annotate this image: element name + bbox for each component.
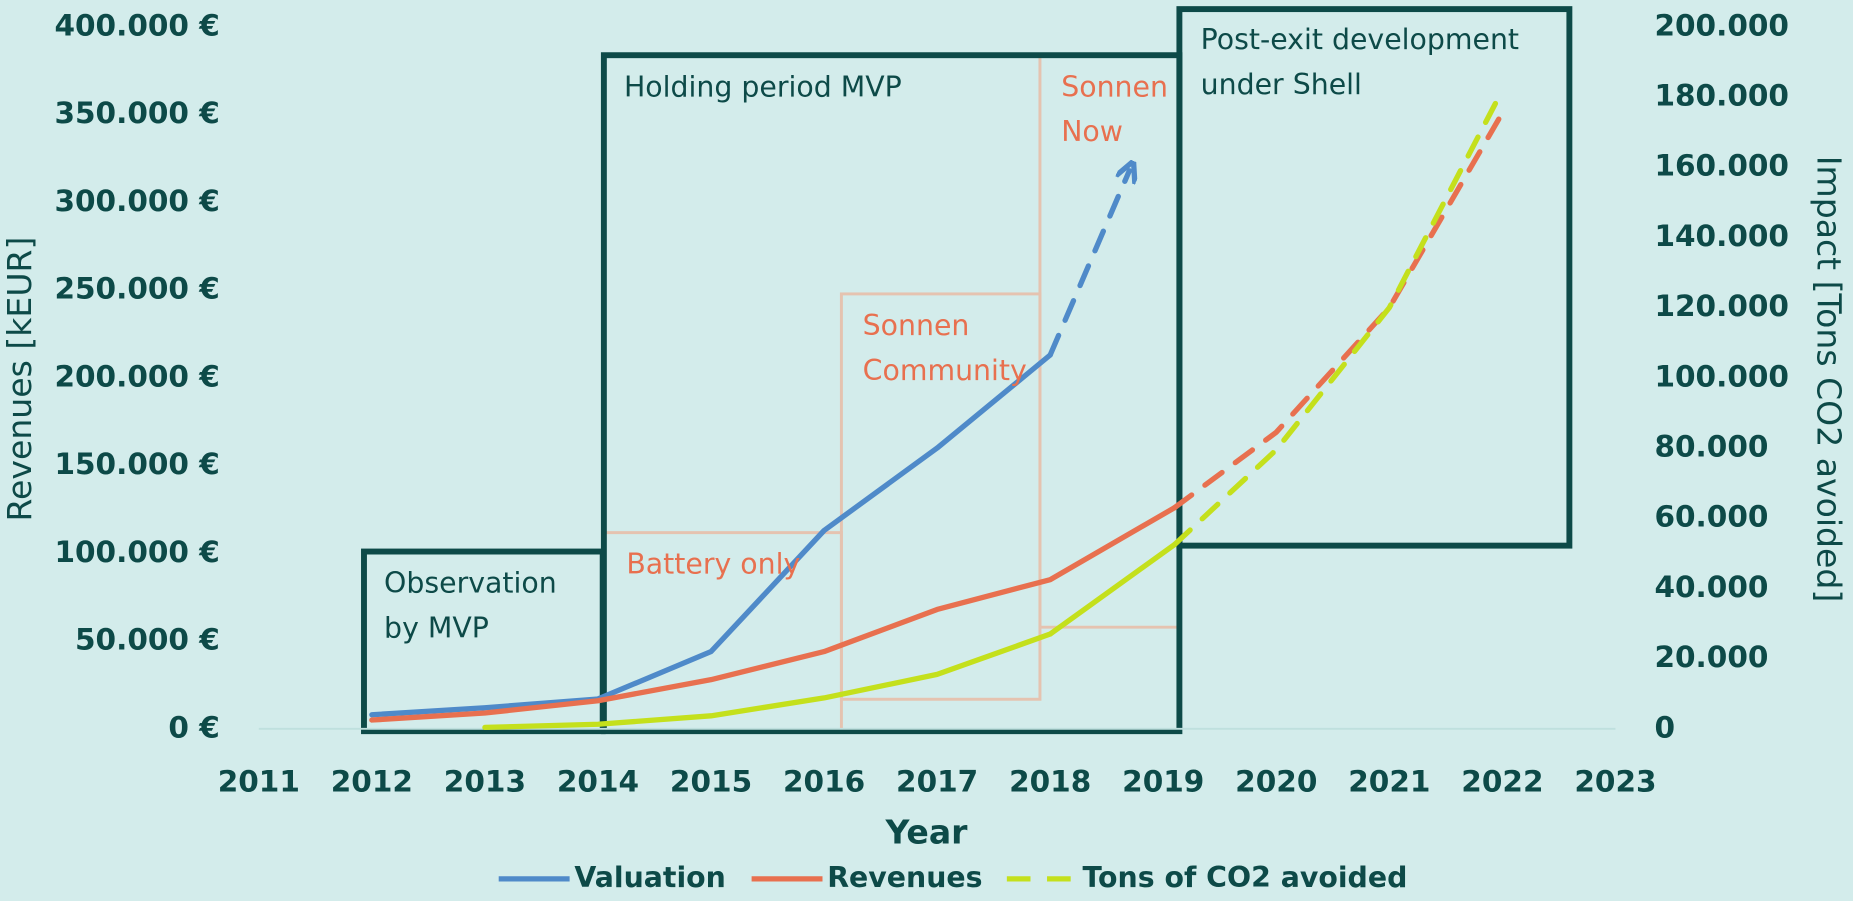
- annotation: Holding period MVP: [624, 70, 902, 103]
- y2-tick-label: 0: [1654, 710, 1675, 744]
- annotation: by MVP: [384, 612, 489, 645]
- x-tick-label: 2015: [670, 765, 752, 799]
- annotation: Battery only: [626, 548, 800, 581]
- y2-tick-label: 40.000: [1654, 570, 1768, 604]
- y2-axis-title: Impact [Tons CO2 avoided]: [1810, 156, 1849, 603]
- legend-label: Tons of CO2 avoided: [1082, 861, 1407, 894]
- x-tick-label: 2021: [1348, 765, 1430, 799]
- y-tick-label: 0 €: [168, 710, 219, 744]
- y2-tick-label: 180.000: [1654, 79, 1789, 113]
- y2-tick-label: 60.000: [1654, 500, 1768, 534]
- annotation: Now: [1061, 115, 1123, 148]
- legend-label: Valuation: [574, 861, 726, 894]
- holding-box: [600, 52, 1183, 735]
- annotation: Community: [863, 354, 1027, 387]
- annotation: Observation: [384, 567, 557, 600]
- x-tick-label: 2019: [1122, 765, 1204, 799]
- y2-tick-label: 160.000: [1654, 149, 1789, 183]
- legend-label: Revenues: [827, 861, 982, 894]
- projected-line: [1047, 171, 1129, 358]
- line: [369, 505, 1178, 723]
- y-tick-label: 350.000 €: [54, 96, 219, 130]
- y2-tick-label: 140.000: [1654, 219, 1789, 253]
- x-tick-label: 2014: [557, 765, 639, 799]
- post-exit-box: [1176, 6, 1573, 549]
- period-boxes: [361, 6, 1573, 735]
- line: [482, 541, 1178, 731]
- y2-tick-label: 120.000: [1654, 289, 1789, 323]
- line: [369, 352, 1053, 718]
- y2-tick-label: 100.000: [1654, 359, 1789, 393]
- projected-line: [1171, 87, 1506, 548]
- y-tick-label: 150.000 €: [54, 447, 219, 481]
- x-tick-label: 2016: [783, 765, 865, 799]
- x-tick-label: 2013: [444, 765, 526, 799]
- y2-tick-label: 80.000: [1654, 430, 1768, 464]
- y-tick-label: 300.000 €: [54, 184, 219, 218]
- x-tick-label: 2023: [1574, 765, 1656, 799]
- projected-line: [1171, 110, 1506, 511]
- y-tick-label: 200.000 €: [54, 359, 219, 393]
- annotation: Post-exit development: [1201, 23, 1519, 56]
- y-axis-title: Revenues [kEUR]: [0, 237, 39, 522]
- y2-tick-label: 200.000: [1654, 8, 1789, 42]
- y-tick-label: 400.000 €: [54, 8, 219, 42]
- x-tick-label: 2020: [1235, 765, 1317, 799]
- x-tick-label: 2012: [331, 765, 413, 799]
- annotation: Sonnen: [863, 309, 970, 342]
- annotation: under Shell: [1201, 68, 1362, 101]
- y-tick-label: 250.000 €: [54, 272, 219, 306]
- y-tick-label: 100.000 €: [54, 535, 219, 569]
- y2-tick-label: 20.000: [1654, 640, 1768, 674]
- x-tick-label: 2011: [218, 765, 300, 799]
- x-axis-title: Year: [885, 812, 969, 851]
- x-tick-label: 2022: [1461, 765, 1543, 799]
- x-tick-label: 2018: [1009, 765, 1091, 799]
- annotation: Sonnen: [1061, 70, 1168, 103]
- now-box: [1038, 55, 1180, 629]
- x-tick-label: 2017: [896, 765, 978, 799]
- y-tick-label: 50.000 €: [75, 623, 220, 657]
